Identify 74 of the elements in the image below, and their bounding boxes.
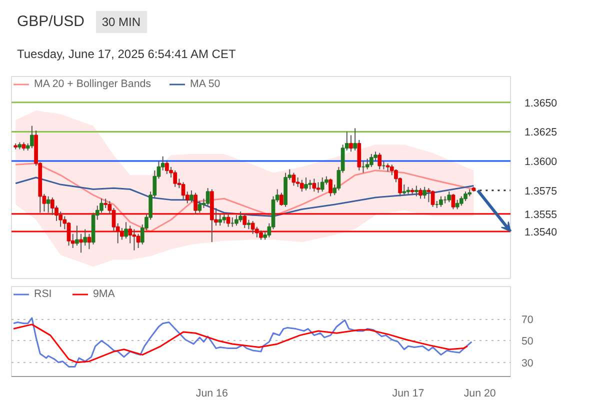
candlestick — [430, 190, 435, 208]
ref-line-label: 1.3540 — [524, 226, 558, 239]
y-tick-label: 30 — [522, 357, 534, 370]
candlestick — [349, 134, 353, 152]
ref-line-label: 1.3650 — [524, 97, 558, 110]
candlestick — [246, 219, 251, 230]
candlestick — [280, 192, 284, 206]
candlestick — [198, 200, 202, 214]
candlestick — [316, 182, 320, 194]
candlestick — [222, 212, 226, 224]
line-series — [12, 324, 468, 364]
candlestick — [426, 188, 431, 203]
chart-subtitle: Tuesday, June 17, 2025 6:54:41 AM CET — [17, 46, 236, 64]
candlestick — [328, 178, 332, 197]
candlestick — [173, 170, 178, 188]
x-tick-label: Jun 17 — [392, 388, 424, 400]
candlestick — [259, 230, 263, 240]
candlestick — [79, 233, 83, 254]
candlestick — [296, 177, 300, 188]
candlestick — [124, 222, 128, 240]
y-tick-label: 50 — [522, 336, 534, 348]
candlestick — [136, 233, 140, 248]
candlestick — [312, 178, 316, 192]
candlestick — [402, 184, 406, 196]
candlestick — [238, 211, 242, 223]
text: 30 MIN — [96, 11, 147, 33]
candlestick — [370, 154, 374, 168]
candlestick — [320, 177, 324, 192]
text: Jun 20 — [464, 388, 496, 400]
chart-title: GBP/USD — [17, 13, 85, 30]
candlestick — [300, 179, 304, 192]
candlestick — [455, 199, 460, 210]
candlestick — [414, 185, 418, 197]
ref-line-label: 1.3555 — [524, 208, 558, 221]
candlestick — [181, 182, 186, 200]
candlestick — [353, 128, 358, 151]
ref-line-label: 1.3575 — [524, 185, 558, 198]
candlestick — [194, 192, 198, 214]
candlestick — [132, 228, 136, 251]
legend-label: MA 50 — [190, 78, 220, 90]
candlestick — [226, 213, 230, 228]
candlestick — [422, 186, 427, 200]
candlestick — [46, 196, 50, 214]
candlestick — [451, 193, 456, 210]
candlestick — [190, 190, 194, 203]
candlestick — [242, 213, 247, 228]
ref-line-label: 1.3625 — [524, 126, 558, 139]
legend-label: RSI — [34, 288, 53, 300]
candlestick — [87, 233, 92, 250]
candlestick — [418, 188, 422, 200]
candlestick — [30, 125, 34, 149]
candlestick — [164, 160, 169, 174]
candlestick — [308, 179, 312, 190]
x-tick-label: Jun 16 — [196, 388, 228, 400]
candlestick — [66, 222, 71, 246]
candlestick — [378, 152, 382, 170]
candlestick — [112, 208, 116, 232]
candlestick — [234, 214, 238, 226]
candlestick — [250, 220, 255, 234]
legend-label: MA 20 + Bollinger Bands — [34, 78, 151, 90]
candlestick — [447, 191, 452, 203]
candlestick — [439, 196, 443, 208]
candlestick — [292, 172, 296, 186]
candlestick — [464, 191, 468, 202]
ref-line-label: 1.3600 — [524, 156, 558, 168]
candlestick — [304, 177, 308, 191]
legend-label: 9MA — [93, 288, 115, 300]
candlestick — [459, 196, 464, 206]
line-series — [12, 317, 472, 368]
y-tick-label: 70 — [522, 314, 534, 326]
candlestick — [218, 213, 222, 226]
candlestick — [120, 228, 124, 240]
candlestick — [206, 188, 210, 206]
candlestick — [365, 158, 370, 170]
